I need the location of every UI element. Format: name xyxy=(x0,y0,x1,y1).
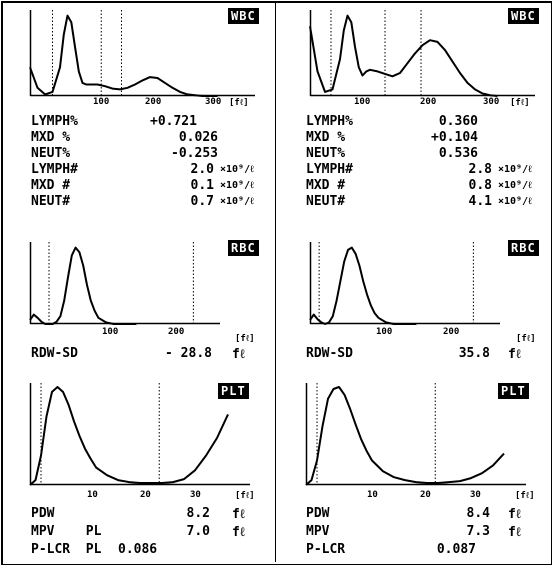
neut-abs-label: NEUT# xyxy=(31,194,71,209)
pdw-unit: fℓ xyxy=(232,507,245,522)
mpv-label: MPV PL xyxy=(31,524,102,539)
mxd-pct-label: MXD % xyxy=(31,130,71,145)
x-unit-label: [fℓ] xyxy=(510,98,530,108)
rdw-sd-value: 35.8 xyxy=(458,346,490,361)
pdw-label: PDW xyxy=(31,506,55,521)
mxd-abs-unit: ×10⁹/ℓ xyxy=(220,180,254,191)
neut-pct-label: NEUT% xyxy=(306,146,346,161)
mxd-pct-value: 0.026 xyxy=(178,130,218,145)
rdw-sd-label: RDW-SD xyxy=(306,346,353,361)
rdw-sd-label: RDW-SD xyxy=(31,346,78,361)
x-unit-label: [fℓ] xyxy=(229,98,249,108)
pdw-label: PDW xyxy=(306,506,330,521)
lymph-pct-label: LYMPH% xyxy=(31,114,78,129)
p-lcr-label: P-LCR xyxy=(306,542,346,557)
mxd-pct-value: +0.104 xyxy=(431,130,478,145)
mxd-abs-label: MXD # xyxy=(31,178,71,193)
x-tick-label: 300 xyxy=(483,97,500,107)
neut-pct-label: NEUT% xyxy=(31,146,71,161)
histogram-curve xyxy=(29,14,218,97)
mxd-abs-value: 0.1 xyxy=(190,178,214,193)
plt-histogram-right xyxy=(305,383,526,486)
mpv-unit: fℓ xyxy=(232,525,245,540)
mpv-unit: fℓ xyxy=(508,525,521,540)
x-tick-label: 200 xyxy=(145,97,162,107)
neut-abs-value: 0.7 xyxy=(190,194,214,209)
lymph-pct-label: LYMPH% xyxy=(306,114,353,129)
x-tick-label: 300 xyxy=(205,97,222,107)
x-tick-label: 10 xyxy=(367,490,378,500)
mpv-label: MPV xyxy=(306,524,330,539)
x-tick-label: 30 xyxy=(190,490,201,500)
mxd-abs-label: MXD # xyxy=(306,178,346,193)
neut-abs-unit: ×10⁹/ℓ xyxy=(498,196,532,207)
mpv-value: 7.0 xyxy=(186,524,210,539)
mpv-value: 7.3 xyxy=(466,524,490,539)
histogram-curve xyxy=(309,14,498,97)
mxd-abs-value: 0.8 xyxy=(468,178,492,193)
pdw-value: 8.4 xyxy=(466,506,490,521)
lymph-abs-value: 2.8 xyxy=(468,162,492,177)
x-tick-label: 100 xyxy=(102,327,119,337)
x-tick-label: 200 xyxy=(420,97,437,107)
x-tick-label: 200 xyxy=(168,327,185,337)
lymph-pct-value: 0.360 xyxy=(438,114,478,129)
lymph-pct-value: +0.721 xyxy=(150,114,197,129)
plt-histogram-left xyxy=(29,383,250,486)
wbc-histogram-left xyxy=(29,10,255,97)
wbc-histogram-right xyxy=(309,10,535,97)
x-tick-label: 20 xyxy=(140,490,151,500)
rbc-badge: RBC xyxy=(508,240,539,256)
rdw-sd-unit: fℓ xyxy=(508,347,521,362)
mxd-abs-unit: ×10⁹/ℓ xyxy=(498,180,532,191)
x-tick-label: 30 xyxy=(470,490,481,500)
x-unit-label: [fℓ] xyxy=(516,334,536,344)
histogram-curve xyxy=(29,246,137,325)
x-unit-label: [fℓ] xyxy=(235,491,255,501)
wbc-badge: WBC xyxy=(508,8,539,24)
neut-abs-label: NEUT# xyxy=(306,194,346,209)
lymph-abs-unit: ×10⁹/ℓ xyxy=(498,164,532,175)
plt-badge: PLT xyxy=(218,383,249,399)
x-tick-label: 100 xyxy=(354,97,371,107)
histogram-curve xyxy=(309,246,417,325)
neut-abs-value: 4.1 xyxy=(468,194,492,209)
rdw-sd-unit: fℓ xyxy=(232,347,245,362)
rbc-histogram-left xyxy=(29,242,220,325)
rdw-sd-value: - 28.8 xyxy=(165,346,212,361)
neut-pct-value: 0.536 xyxy=(438,146,478,161)
x-tick-label: 100 xyxy=(93,97,110,107)
column-divider xyxy=(275,2,276,562)
histogram-curve xyxy=(305,386,505,486)
lymph-abs-label: LYMPH# xyxy=(31,162,78,177)
lymph-abs-value: 2.0 xyxy=(190,162,214,177)
x-unit-label: [fℓ] xyxy=(235,334,255,344)
x-tick-label: 20 xyxy=(420,490,431,500)
mxd-pct-label: MXD % xyxy=(306,130,346,145)
x-tick-label: 200 xyxy=(443,327,460,337)
p-lcr-value: 0.087 xyxy=(436,542,476,557)
p-lcr-value: 0.086 xyxy=(118,542,158,557)
p-lcr-label: P-LCR PL xyxy=(31,542,102,557)
pdw-unit: fℓ xyxy=(508,507,521,522)
plt-badge: PLT xyxy=(498,383,529,399)
pdw-value: 8.2 xyxy=(186,506,210,521)
x-tick-label: 100 xyxy=(376,327,393,337)
wbc-badge: WBC xyxy=(228,8,259,24)
x-tick-label: 10 xyxy=(87,490,98,500)
rbc-badge: RBC xyxy=(228,240,259,256)
x-unit-label: [fℓ] xyxy=(515,491,535,501)
histogram-curve xyxy=(29,386,229,486)
lymph-abs-label: LYMPH# xyxy=(306,162,353,177)
lymph-abs-unit: ×10⁹/ℓ xyxy=(220,164,254,175)
neut-pct-value: -0.253 xyxy=(171,146,218,161)
neut-abs-unit: ×10⁹/ℓ xyxy=(220,196,254,207)
rbc-histogram-right xyxy=(309,242,500,325)
